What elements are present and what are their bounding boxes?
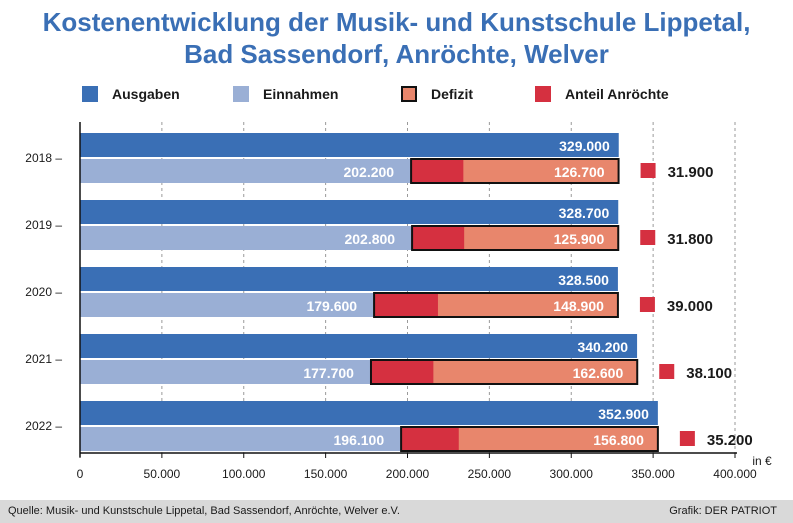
bar-einnahmen [80, 360, 371, 384]
marker-anteil-anroechte [679, 431, 695, 446]
marker-anteil-anroechte [659, 364, 675, 379]
x-tick-label: 50.000 [144, 467, 181, 481]
bar-anteil-anroechte [374, 293, 438, 317]
legend-item-anteil-anroechte: Anteil Anröchte [535, 86, 669, 102]
legend-swatch-ausgaben [82, 86, 98, 102]
bar-anteil-anroechte [411, 159, 464, 183]
label-einnahmen: 177.700 [303, 365, 354, 381]
bar-defizit-outline [373, 292, 619, 318]
x-tick-label: 100.000 [222, 467, 266, 481]
label-defizit: 126.700 [554, 164, 605, 180]
chart-legend: Ausgaben Einnahmen Defizit Anteil Anröch… [0, 86, 793, 104]
bar-defizit-outline [410, 158, 620, 184]
bar-defizit-outline [369, 359, 639, 385]
y-tick-label: 2020 – [25, 285, 62, 299]
legend-swatch-anteil [535, 86, 551, 102]
bar-chart: 329.000 202.200 126.700 31.900 2018 – 328.700… [25, 122, 772, 481]
bar-defizit-outline [411, 225, 620, 251]
label-einnahmen: 202.200 [343, 164, 394, 180]
x-tick-label: 400.000 [713, 467, 757, 481]
bar-ausgaben [80, 133, 619, 157]
legend-label: Ausgaben [112, 86, 180, 102]
x-tick-label: 150.000 [304, 467, 348, 481]
x-tick-label: 300.000 [550, 467, 594, 481]
label-einnahmen: 179.600 [306, 298, 357, 314]
marker-anteil-anroechte [639, 297, 655, 312]
bar-anteil-anroechte [401, 427, 459, 451]
x-tick-label: 350.000 [631, 467, 675, 481]
label-ausgaben: 329.000 [559, 138, 610, 154]
label-ausgaben: 328.700 [559, 205, 610, 221]
marker-anteil-anroechte [640, 230, 656, 245]
legend-label: Anteil Anröchte [565, 86, 669, 102]
label-ausgaben: 352.900 [598, 406, 649, 422]
legend-item-einnahmen: Einnahmen [233, 86, 338, 102]
x-tick-label: 250.000 [468, 467, 512, 481]
x-tick-label: 200.000 [386, 467, 430, 481]
bar-ausgaben [80, 334, 638, 358]
label-anteil-anroechte: 35.200 [707, 432, 753, 449]
label-anteil-anroechte: 38.100 [686, 365, 732, 382]
bar-defizit-outline [400, 426, 659, 452]
label-defizit: 156.800 [593, 432, 644, 448]
bar-anteil-anroechte [412, 226, 465, 250]
label-einnahmen: 196.100 [334, 432, 385, 448]
label-defizit: 125.900 [554, 231, 605, 247]
chart-title-line2: Bad Sassendorf, Anröchte, Welver [184, 39, 609, 69]
chart-title-line1: Kostenentwicklung der Musik- und Kunstsc… [42, 7, 751, 37]
y-tick-label: 2022 – [25, 419, 62, 433]
legend-item-ausgaben: Ausgaben [82, 86, 180, 102]
unit-label: in € [752, 454, 772, 468]
legend-swatch-defizit [401, 86, 417, 102]
legend-label: Einnahmen [263, 86, 339, 102]
footer-source: Quelle: Musik- und Kunstschule Lippetal,… [8, 505, 400, 517]
legend-item-defizit: Defizit [401, 86, 473, 102]
bar-einnahmen [80, 427, 402, 451]
label-ausgaben: 340.200 [577, 339, 628, 355]
chart-title: Kostenentwicklung der Musik- und Kunstsc… [0, 6, 793, 70]
legend-swatch-einnahmen [233, 86, 249, 102]
footer: Quelle: Musik- und Kunstschule Lippetal,… [0, 500, 793, 523]
y-tick-label: 2019 – [25, 218, 62, 232]
bar-ausgaben [80, 267, 618, 291]
bar-einnahmen [80, 226, 413, 250]
label-ausgaben: 328.500 [558, 272, 609, 288]
label-anteil-anroechte: 31.800 [667, 231, 713, 248]
bar-einnahmen [80, 159, 412, 183]
legend-label: Defizit [431, 86, 473, 102]
y-tick-label: 2021 – [25, 352, 62, 366]
label-anteil-anroechte: 39.000 [667, 298, 713, 315]
bar-einnahmen [80, 293, 375, 317]
x-tick-label: 0 [77, 467, 84, 481]
label-anteil-anroechte: 31.900 [668, 164, 714, 181]
y-tick-label: 2018 – [25, 151, 62, 165]
marker-anteil-anroechte [640, 163, 656, 178]
label-einnahmen: 202.800 [344, 231, 395, 247]
bar-anteil-anroechte [370, 360, 434, 384]
bar-ausgaben [80, 200, 619, 224]
bar-ausgaben [80, 401, 658, 425]
footer-credit: Grafik: DER PATRIOT [669, 505, 777, 517]
label-defizit: 148.900 [553, 298, 604, 314]
label-defizit: 162.600 [573, 365, 624, 381]
